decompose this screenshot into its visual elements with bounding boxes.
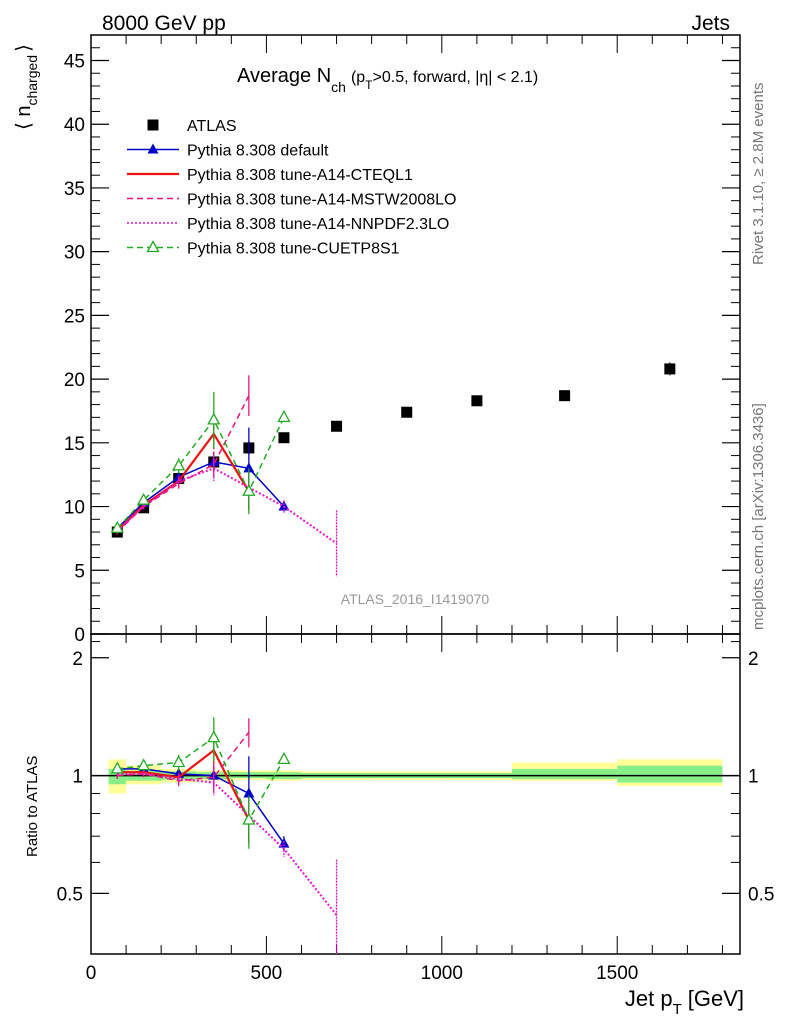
ratio-panel: Ratio to ATLAS Jet pT [GeV] 0.5 0.5 1 1 2 2 0 50…	[24, 633, 774, 1018]
rivet-version-label: Rivet 3.1.10, ≥ 2.8M events	[750, 83, 767, 266]
main-point-marker	[137, 492, 151, 505]
legend-label: Pythia 8.308 tune-A14-MSTW2008LO	[187, 192, 456, 209]
main-point-marker	[664, 363, 676, 375]
y-tick-label: 10	[64, 498, 85, 519]
legend-label: ATLAS	[187, 118, 237, 135]
main-series-layer	[110, 362, 676, 577]
main-point-marker	[401, 406, 413, 418]
main-point-marker	[278, 500, 290, 511]
y-tick-label: 40	[64, 115, 85, 136]
main-point-marker	[331, 420, 343, 432]
ratio-y-tick-label-right: 2	[748, 649, 759, 670]
main-series-line	[116, 395, 250, 533]
ratio-series-4	[110, 717, 291, 849]
ratio-point-marker	[137, 758, 151, 771]
main-series-line	[116, 417, 285, 529]
main-point-marker	[242, 483, 256, 496]
main-series-line	[116, 461, 285, 529]
header-jets-label: Jets	[691, 12, 730, 35]
ratio-y-tick-label: 0.5	[57, 884, 83, 905]
ratio-point-marker	[242, 812, 256, 825]
ratio-point-marker	[207, 730, 221, 743]
ratio-axis-ticks: 0.5 0.5 1 1 2 2 0 500 1000 1500	[57, 634, 774, 984]
main-point-marker	[207, 412, 221, 425]
ratio-panel-frame	[90, 633, 741, 955]
header-energy-label: 8000 GeV pp	[102, 12, 226, 35]
legend-marker	[147, 119, 159, 131]
y-tick-label: 35	[64, 179, 85, 200]
x-tick-label: 0	[86, 963, 97, 984]
legend-marker	[146, 240, 160, 253]
y-tick-label: 15	[64, 434, 85, 455]
legend-label: Pythia 8.308 tune-A14-CTEQL1	[187, 167, 413, 184]
main-point-marker	[110, 520, 124, 533]
y-tick-label: 0	[74, 625, 85, 646]
y-tick-label: 45	[64, 51, 85, 72]
ratio-series-line	[117, 772, 338, 916]
x-tick-label: 1000	[421, 963, 463, 984]
ratio-point-marker	[277, 752, 291, 765]
analysis-watermark: ATLAS_2016_I1419070	[341, 591, 490, 607]
main-series-5	[110, 391, 291, 533]
ratio-y-tick-label-right: 0.5	[748, 884, 774, 905]
main-point-marker	[471, 395, 483, 407]
ratio-series-layer	[110, 717, 338, 954]
ratio-inner-band-bin	[617, 765, 723, 783]
ratio-point-marker	[172, 755, 186, 768]
ratio-series-line	[117, 736, 285, 822]
ratio-y-axis-label: Ratio to ATLAS	[24, 756, 41, 857]
y-tick-label: 30	[64, 243, 85, 264]
ratio-inner-band-bin	[511, 768, 618, 779]
x-tick-label: 500	[251, 963, 283, 984]
main-point-marker	[278, 432, 290, 444]
x-tick-label: 1500	[596, 963, 638, 984]
main-point-marker	[172, 458, 186, 471]
main-y-axis-label: ⟨ ncharged⟩	[13, 44, 40, 130]
main-point-marker	[277, 409, 291, 422]
ratio-point-marker	[243, 787, 255, 798]
legend-marker	[147, 143, 159, 154]
x-axis-label: Jet pT [GeV]	[625, 986, 744, 1018]
main-point-marker	[559, 390, 571, 402]
y-tick-label: 5	[74, 561, 85, 582]
y-tick-label: 20	[64, 370, 85, 391]
legend-label: Pythia 8.308 tune-A14-NNPDF2.3LO	[187, 216, 449, 233]
legend-label: Pythia 8.308 default	[187, 143, 329, 160]
main-plot-title: Average Nch(pT>0.5, forward, |η| < 2.1)	[237, 65, 538, 95]
main-series-line	[116, 467, 338, 545]
legend: ATLAS Pythia 8.308 default Pythia 8.308 tu…	[127, 118, 456, 258]
main-point-marker	[243, 462, 255, 473]
ratio-y-tick-label: 2	[72, 649, 83, 670]
ratio-y-tick-label: 1	[72, 767, 83, 788]
main-panel: Average Nch(pT>0.5, forward, |η| < 2.1) …	[13, 34, 741, 646]
ratio-point-marker	[110, 761, 124, 774]
main-axis-ticks: 0 5 10 15 20 25 30 35 40 45	[64, 35, 740, 646]
legend-label: Pythia 8.308 tune-CUETP8S1	[187, 241, 400, 258]
mcplots-source-label: mcplots.cern.ch [arXiv:1306.3436]	[750, 403, 767, 630]
ratio-y-tick-label-right: 1	[748, 767, 759, 788]
y-tick-label: 25	[64, 306, 85, 327]
